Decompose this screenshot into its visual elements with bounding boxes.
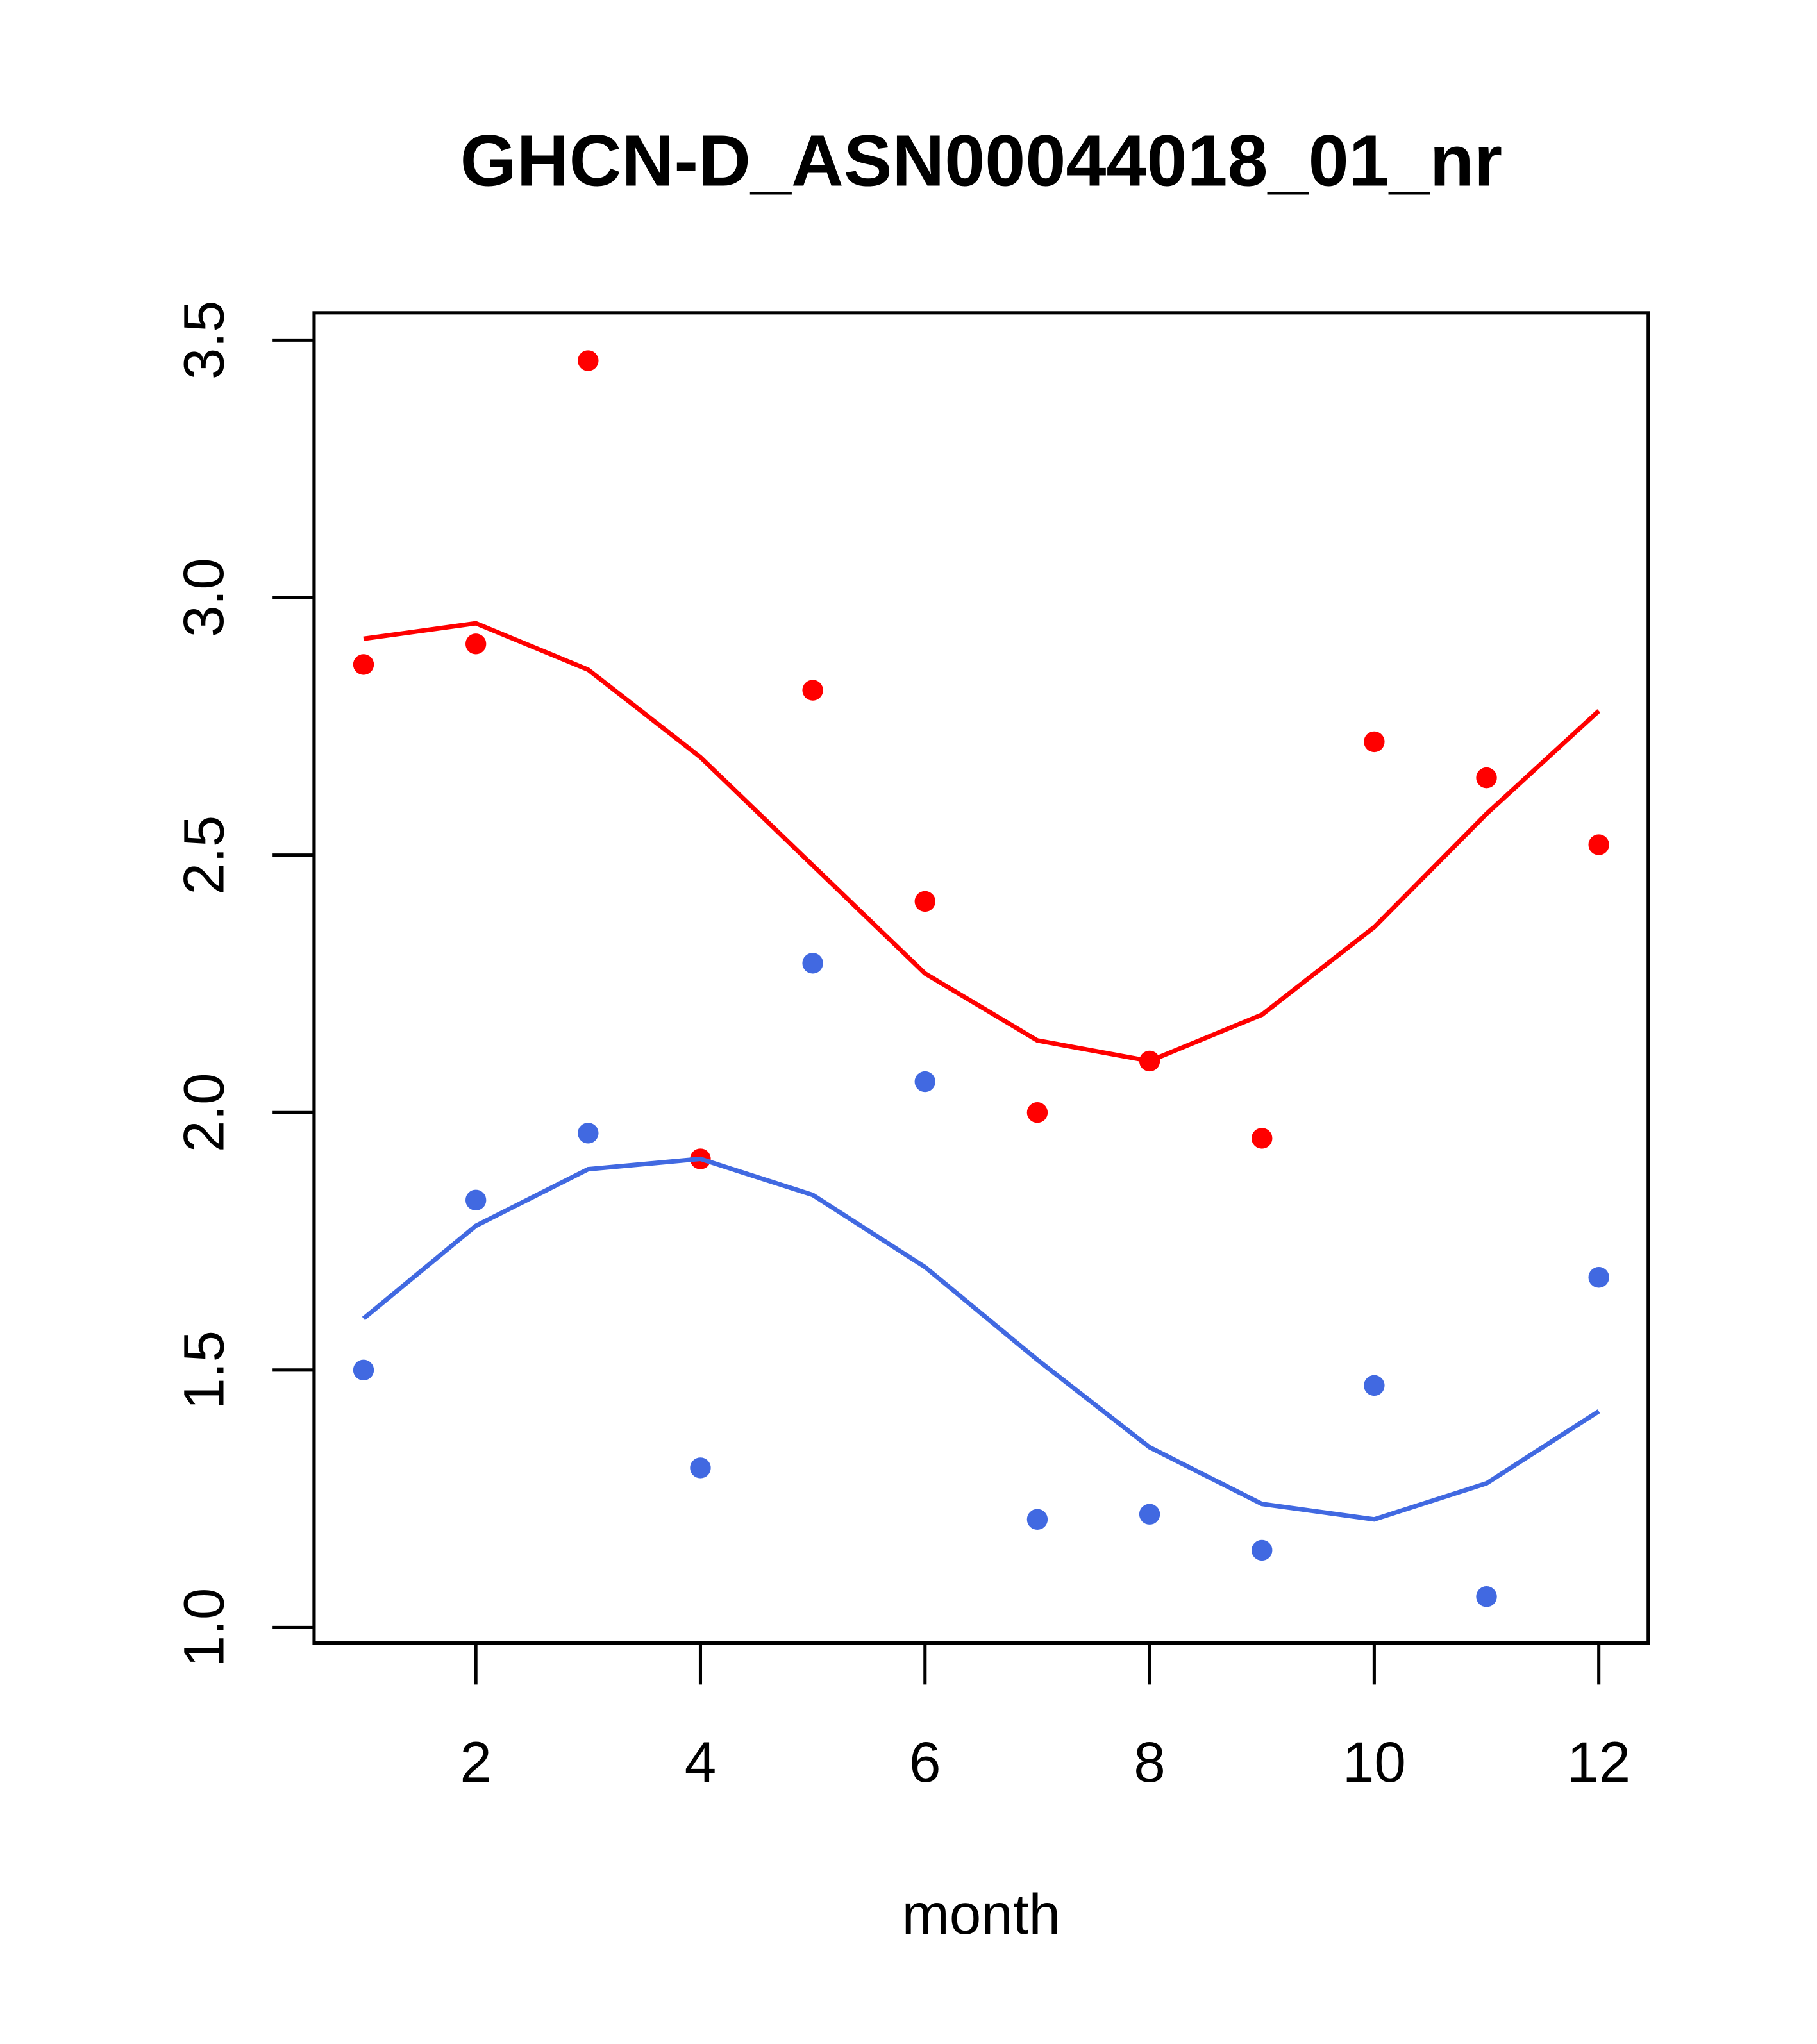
chart-title: GHCN-D_ASN00044018_01_nr xyxy=(460,120,1502,201)
x-tick-label: 8 xyxy=(1134,1730,1166,1794)
red-points-point xyxy=(465,633,487,655)
blue-points-point xyxy=(1364,1375,1385,1396)
blue-points-point xyxy=(578,1123,599,1144)
x-tick-label: 10 xyxy=(1343,1730,1406,1794)
red-points-point xyxy=(802,680,823,701)
y-tick-label: 3.5 xyxy=(171,300,235,380)
red-points-point xyxy=(1476,767,1497,789)
y-tick-label: 1.5 xyxy=(171,1330,235,1410)
blue-points-point xyxy=(1252,1539,1273,1561)
plot-marks xyxy=(353,350,1609,1607)
y-tick-label: 2.0 xyxy=(171,1073,235,1152)
blue-points-point xyxy=(690,1457,711,1479)
blue-points-point xyxy=(1476,1586,1497,1607)
red-points-point xyxy=(353,654,374,675)
x-tick-label: 2 xyxy=(460,1730,492,1794)
blue-points-point xyxy=(1139,1504,1160,1525)
y-tick-label: 2.5 xyxy=(171,816,235,895)
y-tick-label: 3.0 xyxy=(171,558,235,637)
blue-points-point xyxy=(1588,1267,1609,1288)
blue-points-point xyxy=(353,1359,374,1381)
red-points-point xyxy=(578,350,599,371)
y-axis: 1.0 1.5 2.0 2.5 3.0 3.5 xyxy=(171,300,316,1668)
blue-points-point xyxy=(1026,1509,1048,1530)
x-tick-label: 6 xyxy=(909,1730,941,1794)
y-tick-label: 1.0 xyxy=(171,1588,235,1668)
x-tick-label: 4 xyxy=(685,1730,717,1794)
blue-points-point xyxy=(802,953,823,974)
red-points-point xyxy=(1364,731,1385,753)
blue-points-point xyxy=(465,1189,487,1210)
red-points-point xyxy=(1588,834,1609,855)
x-axis-label: month xyxy=(902,1882,1061,1946)
x-tick-label: 12 xyxy=(1567,1730,1630,1794)
x-axis: 2 4 6 8 10 12 xyxy=(460,1641,1630,1794)
red-points-point xyxy=(1026,1102,1048,1123)
blue-fit-line xyxy=(362,1156,1600,1522)
plot-frame xyxy=(312,311,1650,1645)
red-points-point xyxy=(914,891,935,912)
blue-points-point xyxy=(914,1071,935,1093)
red-fit-line xyxy=(363,621,1601,1064)
red-points-point xyxy=(1252,1128,1273,1149)
